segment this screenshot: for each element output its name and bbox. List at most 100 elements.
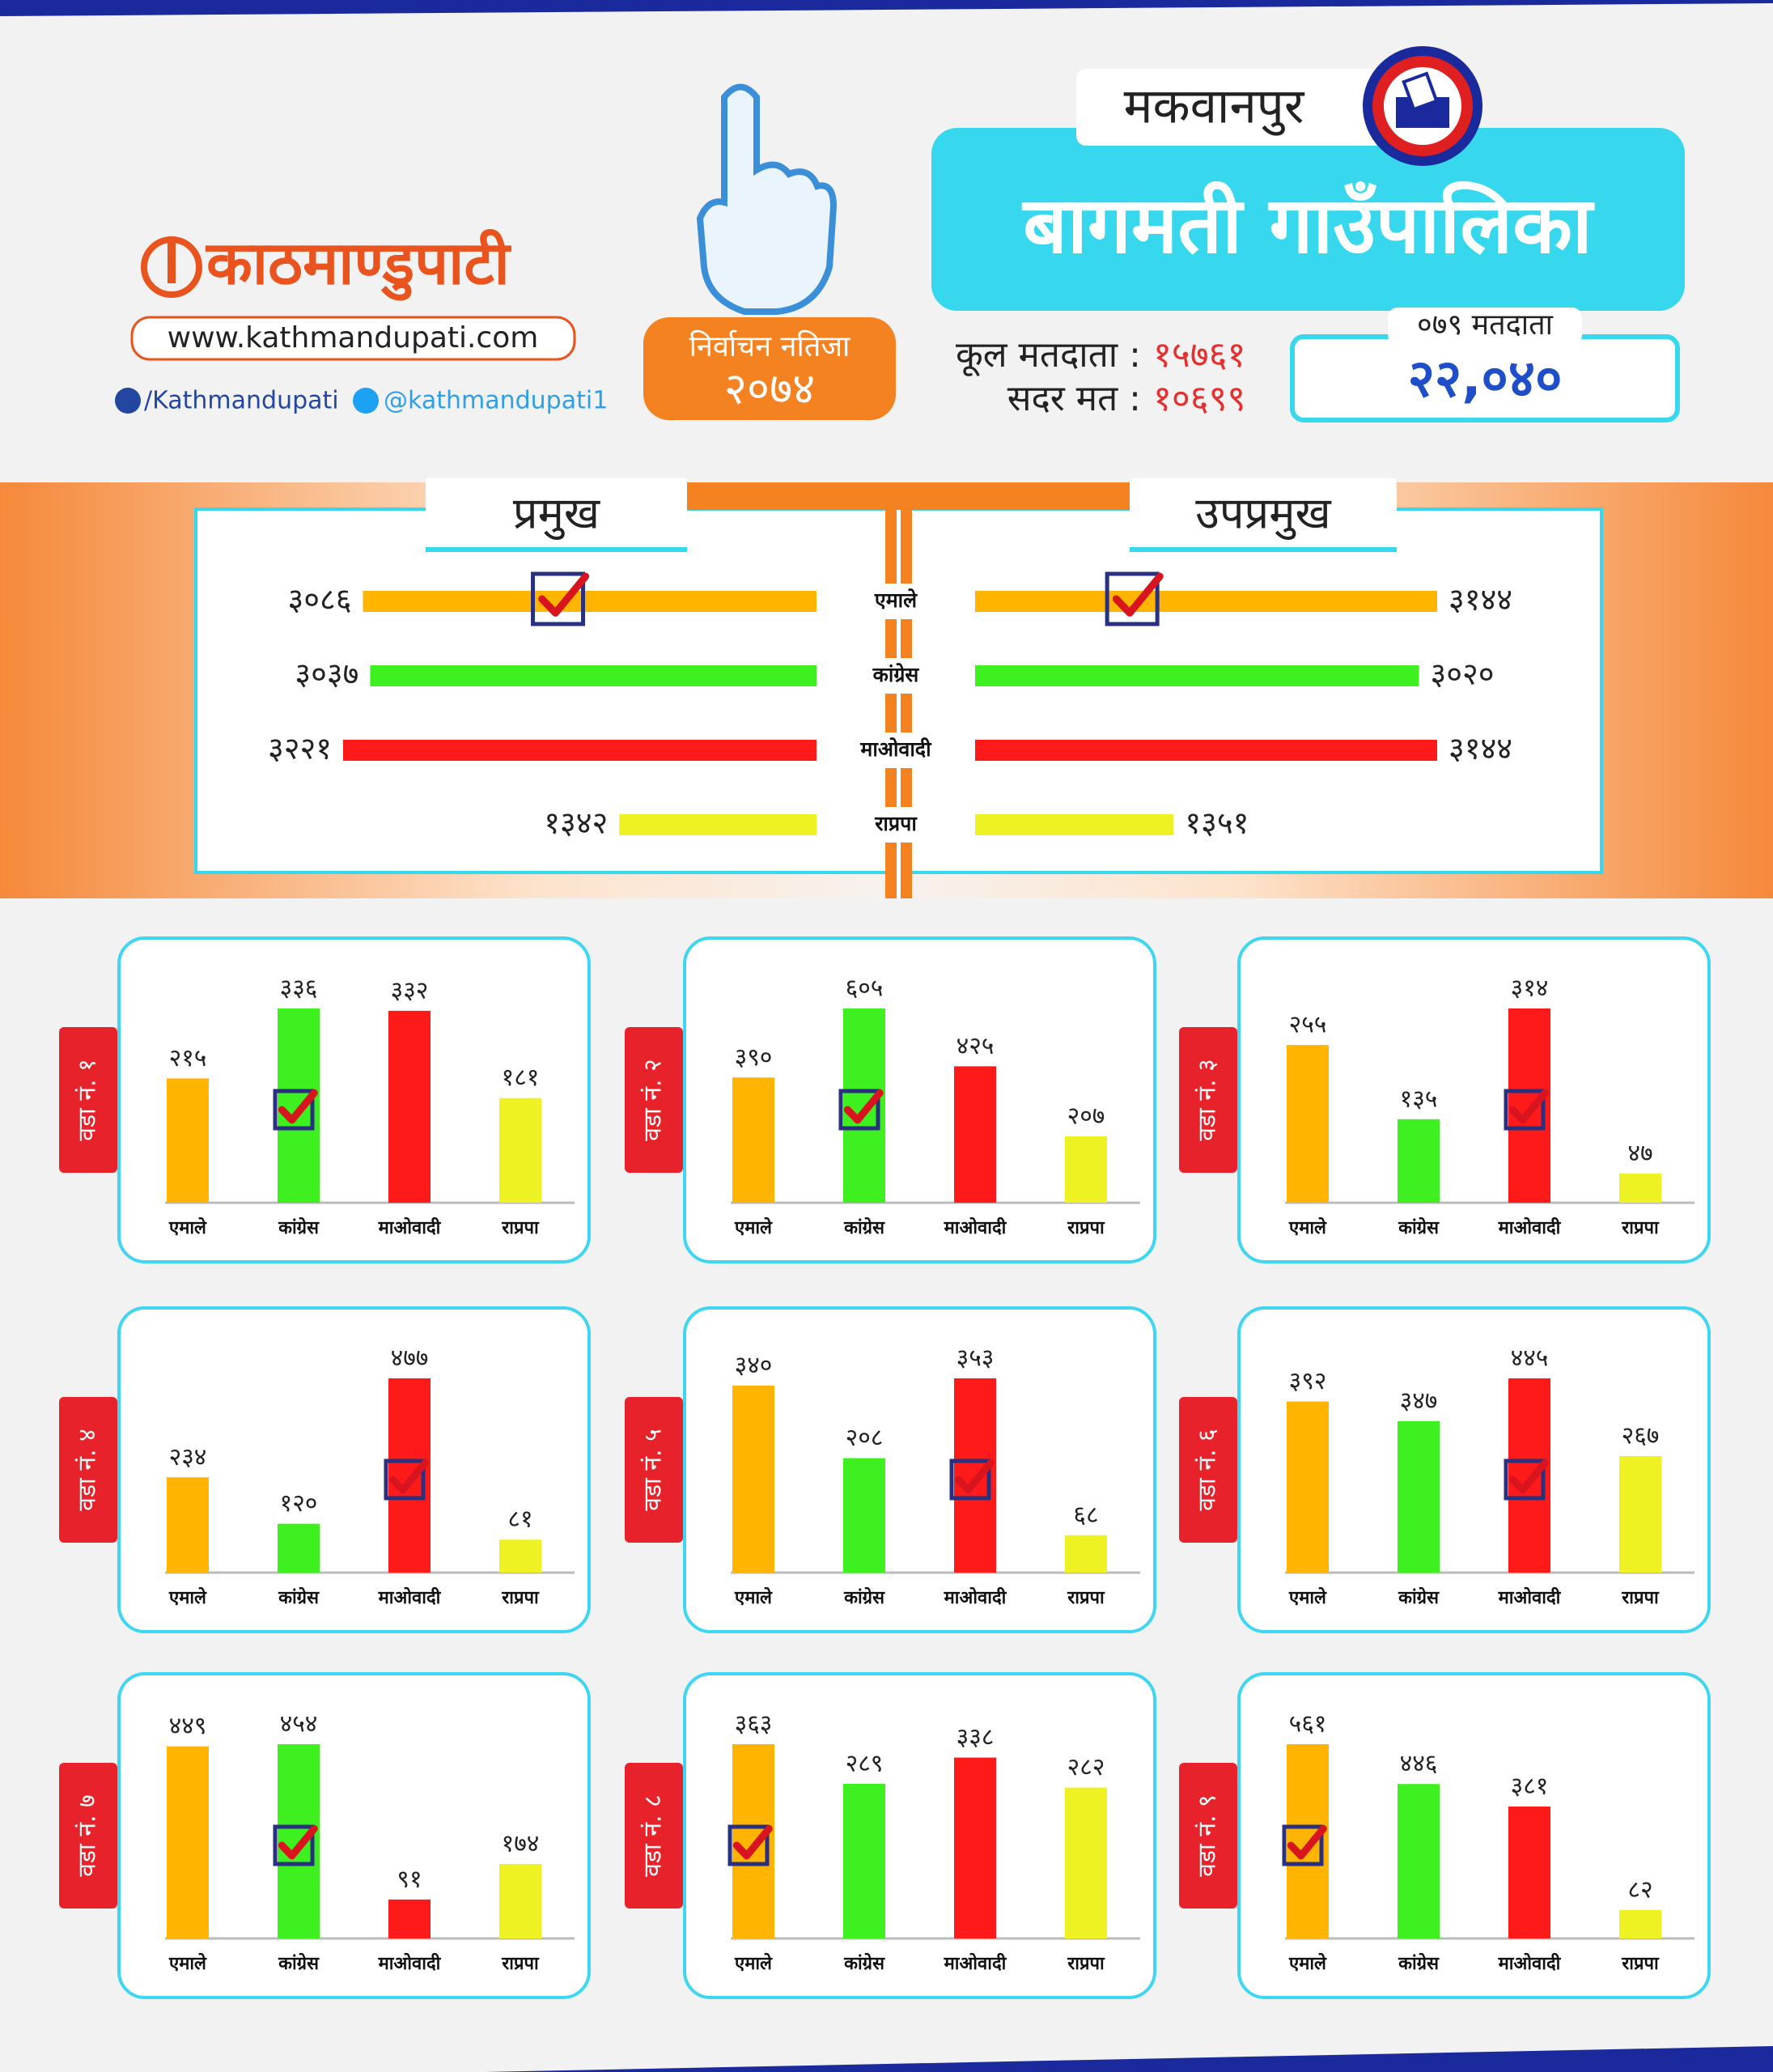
category-label: माओवादी — [1498, 1216, 1562, 1238]
bar — [167, 1078, 209, 1203]
website[interactable]: www.kathmandupati.com — [168, 321, 539, 355]
category-label: कांग्रेस — [843, 1216, 885, 1238]
bar — [1398, 1784, 1440, 1938]
category-label: एमाले — [1288, 1216, 1327, 1238]
ward-tab — [1179, 1763, 1237, 1909]
bar — [732, 1077, 774, 1203]
category-label: एमाले — [734, 1586, 773, 1608]
bar — [619, 814, 817, 835]
value-label: ४२५ — [956, 1032, 995, 1060]
value-label: १३५१ — [1185, 805, 1249, 841]
value-label: ३०२० — [1430, 656, 1494, 692]
title-box — [931, 128, 1685, 311]
ward-tab — [625, 1763, 683, 1909]
bar — [167, 1477, 209, 1573]
ward-card — [1237, 936, 1711, 1263]
bar — [975, 740, 1438, 761]
bar — [167, 1746, 209, 1938]
winner-check — [843, 1089, 884, 1124]
bar — [370, 665, 817, 686]
winner-check-box — [727, 1824, 770, 1866]
bar — [1065, 1787, 1107, 1938]
value-label: १३५ — [1400, 1085, 1438, 1113]
category-label: एमाले — [1288, 1952, 1327, 1974]
twitter[interactable]: @kathmandupati1 — [384, 387, 608, 415]
value-label: ८१ — [507, 1505, 532, 1534]
value-label: ३०३७ — [295, 656, 358, 692]
total-voters: १५७६१ — [1153, 334, 1245, 376]
value-label: १७४ — [502, 1830, 540, 1858]
bar — [1287, 1401, 1329, 1573]
value-label: २५५ — [1289, 1011, 1327, 1039]
bottom-stripe — [486, 2046, 1773, 2072]
ballot-paper — [1402, 71, 1439, 112]
value-label: ३३८ — [956, 1723, 995, 1751]
ward-card — [1237, 1306, 1711, 1633]
winner-check — [278, 1824, 318, 1860]
ward-tab — [59, 1027, 117, 1173]
category-label: माओवादी — [378, 1952, 442, 1974]
bar — [363, 591, 817, 612]
value-label: २३४ — [169, 1443, 207, 1471]
ward-tab — [625, 1027, 683, 1173]
ward-tab — [1179, 1397, 1237, 1543]
value-label: ५६१ — [1289, 1710, 1327, 1739]
category-label: कांग्रेस — [843, 1952, 885, 1974]
category-label: एमाले — [1288, 1586, 1327, 1608]
category-box — [846, 584, 947, 619]
category-label: राप्रपा — [1067, 1588, 1105, 1608]
bar — [732, 1385, 774, 1573]
ward-title: वडा नं. ६ — [1194, 1429, 1222, 1510]
category-label: एमाले — [168, 1586, 207, 1608]
winner-check — [388, 1458, 429, 1494]
bar — [975, 814, 1174, 835]
category-label: राप्रपा — [874, 812, 918, 835]
badge-year: २०७४ — [724, 363, 815, 414]
bar — [1065, 1136, 1107, 1203]
winner-check-box — [1504, 1089, 1546, 1131]
series-tab-underline — [1130, 547, 1397, 552]
bar — [954, 1757, 996, 1938]
winner-check — [732, 1824, 773, 1860]
winner-check — [1112, 572, 1164, 617]
bar — [499, 1539, 541, 1573]
category-label: राप्रपा — [1621, 1588, 1660, 1608]
bar — [388, 1899, 431, 1938]
category-label: कांग्रेस — [278, 1216, 320, 1238]
category-label: माओवादी — [944, 1952, 1007, 1974]
ward-tab — [59, 1763, 117, 1909]
bar — [1398, 1420, 1440, 1573]
value-label: ४४५ — [1511, 1344, 1549, 1373]
twitter-icon — [353, 388, 379, 414]
value-label: ३३६ — [280, 974, 318, 1003]
category-label: राप्रपा — [501, 1588, 540, 1608]
facebook[interactable]: /Kathmandupati — [144, 387, 339, 415]
logo-icon — [141, 236, 202, 298]
winner-check-box — [273, 1089, 315, 1131]
bar — [499, 1864, 541, 1938]
title: बागमती गाउँपालिका — [1021, 180, 1595, 270]
winner-check — [1508, 1089, 1549, 1124]
category-label: एमाले — [734, 1952, 773, 1974]
value-label: ३५३ — [956, 1344, 995, 1373]
category-label: एमाले — [168, 1216, 207, 1238]
winner-check-box — [531, 571, 586, 626]
bar — [1065, 1535, 1107, 1573]
value-label: ३१४४ — [1449, 582, 1512, 618]
badge-title: निर्वाचन नतिजा — [689, 329, 850, 363]
ward-tab — [59, 1397, 117, 1543]
value-label: ३०८६ — [287, 582, 351, 618]
bar — [1508, 1807, 1550, 1938]
category-label: कांग्रेस — [872, 663, 920, 686]
category-label: माओवादी — [378, 1586, 442, 1608]
bar — [388, 1010, 431, 1203]
value-label: ४४६ — [1400, 1750, 1438, 1778]
value-label: २८२ — [1067, 1753, 1105, 1781]
winner-check-box — [273, 1824, 315, 1866]
value-label: २०७ — [1067, 1102, 1105, 1130]
winner-check-box — [1282, 1824, 1324, 1866]
category-label: राप्रपा — [1621, 1218, 1660, 1238]
bar — [343, 740, 817, 761]
winner-check — [538, 572, 590, 617]
